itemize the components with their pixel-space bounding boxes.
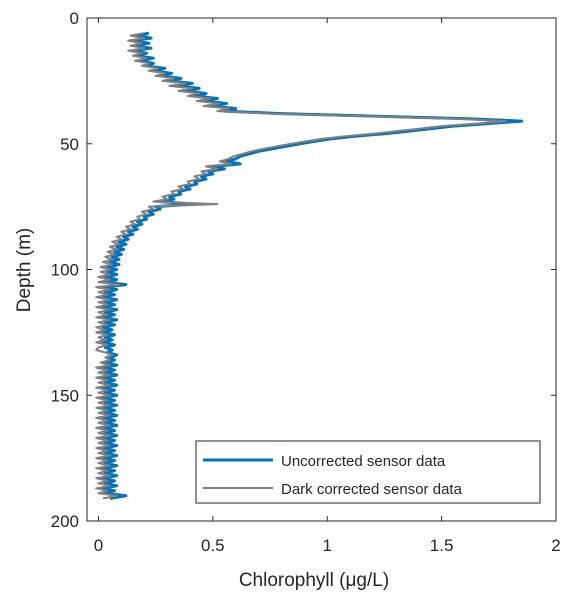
plot-area xyxy=(87,18,556,521)
x-tick-label: 1.5 xyxy=(430,536,454,555)
y-tick-label: 0 xyxy=(70,9,79,28)
legend-box xyxy=(195,440,541,504)
legend-label-dark-corrected: Dark corrected sensor data xyxy=(281,481,463,498)
y-tick-label: 50 xyxy=(60,135,79,154)
series-line-dark-corrected xyxy=(95,32,507,500)
y-tick-label: 100 xyxy=(51,261,79,280)
y-axis-label: Depth (m) xyxy=(14,228,35,312)
y-tick-label: 200 xyxy=(51,512,79,531)
y-tick-label: 150 xyxy=(51,386,79,405)
x-tick-label: 0.5 xyxy=(201,536,225,555)
legend: Uncorrected sensor data Dark corrected s… xyxy=(195,440,541,504)
ticks-layer: 0 0.5 1 1.5 2 0 50 100 150 200 xyxy=(51,9,561,555)
x-tick-label: 0 xyxy=(94,536,103,555)
x-tick-label: 2 xyxy=(551,536,560,555)
x-axis-label: Chlorophyll (μg/L) xyxy=(239,570,389,591)
series-layer xyxy=(95,31,524,500)
x-tick-label: 1 xyxy=(322,536,331,555)
legend-label-uncorrected: Uncorrected sensor data xyxy=(281,453,446,470)
